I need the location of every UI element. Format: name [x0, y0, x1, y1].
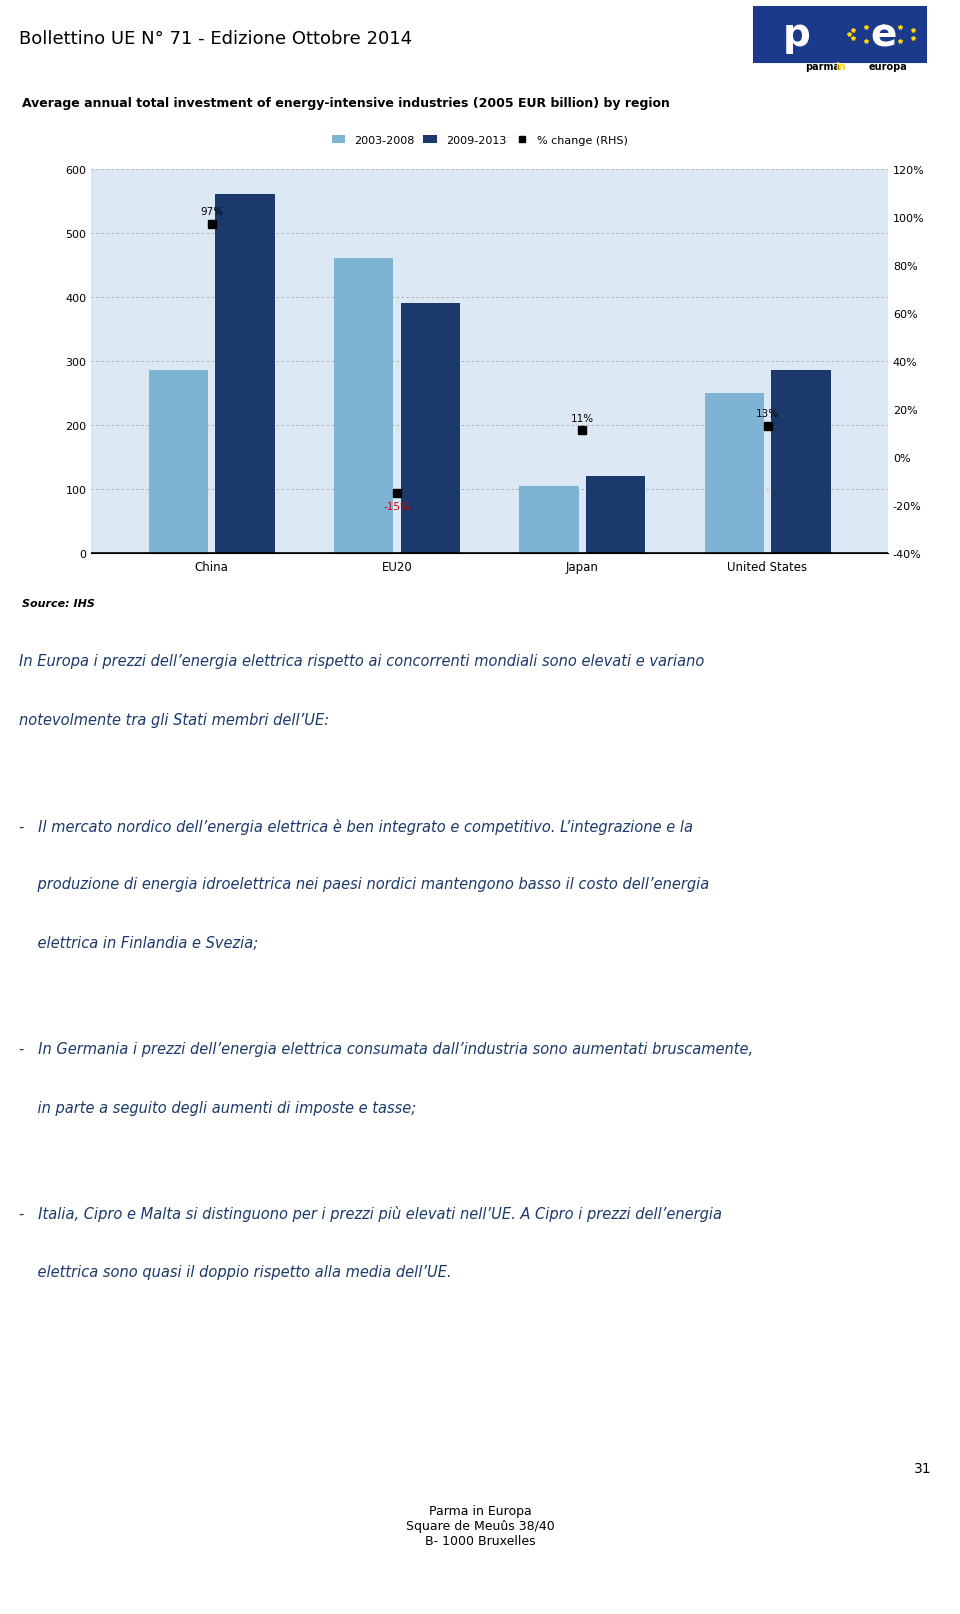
Text: -15%: -15%	[383, 502, 410, 512]
Text: parma: parma	[805, 63, 840, 73]
Bar	[705, 394, 764, 554]
FancyBboxPatch shape	[754, 8, 926, 63]
Bar	[334, 260, 394, 554]
Text: -   Italia, Cipro e Malta si distinguono per i prezzi più elevati nell’UE. A Cip: - Italia, Cipro e Malta si distinguono p…	[19, 1206, 722, 1222]
Text: 97%: 97%	[200, 207, 224, 216]
Text: notevolmente tra gli Stati membri dell’UE:: notevolmente tra gli Stati membri dell’U…	[19, 712, 329, 728]
Bar	[586, 476, 645, 554]
Legend: 2003-2008, 2009-2013, % change (RHS): 2003-2008, 2009-2013, % change (RHS)	[327, 131, 633, 150]
Bar	[754, 8, 840, 63]
Bar	[771, 371, 830, 554]
Text: Bollettino UE N° 71 - Edizione Ottobre 2014: Bollettino UE N° 71 - Edizione Ottobre 2…	[19, 29, 413, 48]
Text: 31: 31	[914, 1461, 931, 1475]
Text: 13%: 13%	[756, 408, 780, 418]
Text: Source: IHS: Source: IHS	[22, 599, 95, 608]
Bar	[519, 486, 579, 554]
Text: in parte a seguito degli aumenti di imposte e tasse;: in parte a seguito degli aumenti di impo…	[19, 1099, 417, 1115]
Text: elettrica sono quasi il doppio rispetto alla media dell’UE.: elettrica sono quasi il doppio rispetto …	[19, 1264, 452, 1280]
Bar	[149, 371, 208, 554]
Text: -   Il mercato nordico dell’energia elettrica è ben integrato e competitivo. L’i: - Il mercato nordico dell’energia elettr…	[19, 818, 693, 834]
Text: europa: europa	[869, 63, 907, 73]
Text: 11%: 11%	[570, 413, 594, 423]
Bar	[215, 195, 275, 554]
Bar	[840, 8, 926, 63]
Text: In Europa i prezzi dell’energia elettrica rispetto ai concorrenti mondiali sono : In Europa i prezzi dell’energia elettric…	[19, 654, 705, 668]
Text: in: in	[835, 63, 845, 73]
Text: p: p	[782, 16, 811, 55]
Text: e: e	[870, 16, 897, 55]
Text: produzione di energia idroelettrica nei paesi nordici mantengono basso il costo : produzione di energia idroelettrica nei …	[19, 876, 709, 893]
Bar	[400, 303, 460, 554]
Text: Parma in Europa
Square de Meuûs 38/40
B- 1000 Bruxelles: Parma in Europa Square de Meuûs 38/40 B-…	[406, 1504, 554, 1546]
Text: -   In Germania i prezzi dell’energia elettrica consumata dall’industria sono au: - In Germania i prezzi dell’energia elet…	[19, 1041, 754, 1056]
Text: elettrica in Finlandia e Svezia;: elettrica in Finlandia e Svezia;	[19, 936, 258, 951]
Text: Average annual total investment of energy-intensive industries (2005 EUR billion: Average annual total investment of energ…	[22, 97, 670, 110]
